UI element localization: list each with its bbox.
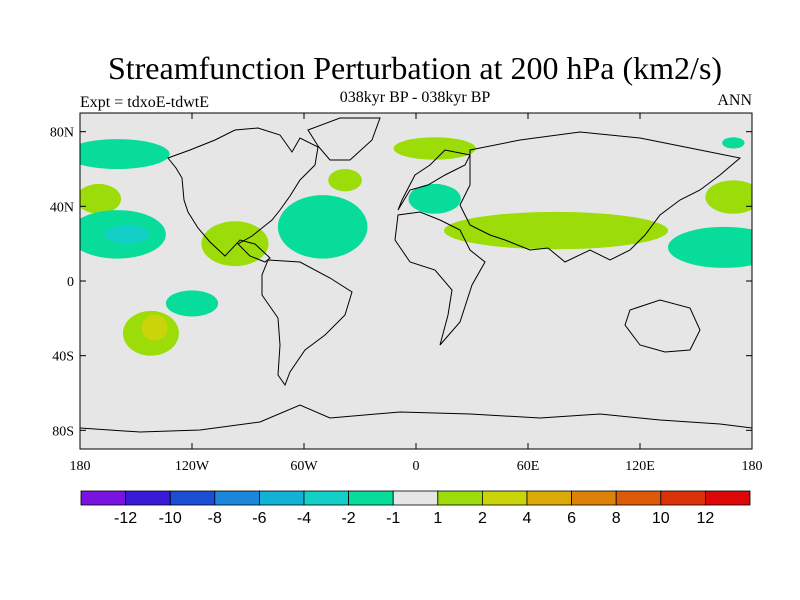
lon-tick-label: 0	[413, 459, 420, 474]
anomaly-east-asia-arctic	[722, 137, 745, 149]
colorbar-label: 4	[523, 510, 532, 527]
coast-australia	[624, 299, 701, 353]
colorbar-swatch	[481, 490, 528, 506]
colorbar-label: -6	[252, 510, 266, 527]
lon-tick-label: 120W	[175, 459, 210, 474]
colorbar-swatch	[571, 490, 617, 506]
colorbar-swatch	[80, 490, 126, 506]
anomaly-northwest-pacific	[705, 180, 752, 214]
anomaly-south-pacific-core	[141, 314, 168, 341]
colorbar-swatch	[303, 490, 349, 506]
colorbar-swatch	[169, 490, 216, 506]
season-label: ANN	[717, 92, 752, 109]
anomaly-asia-subtropical-jet	[444, 211, 668, 250]
colorbar-swatch	[258, 490, 305, 506]
lon-tick-label: 60W	[290, 459, 318, 474]
coast-south-america	[261, 259, 353, 387]
coast-asia	[459, 131, 742, 263]
anomaly-western-pacific	[668, 226, 752, 268]
colorbar-swatch	[348, 490, 394, 506]
anomaly-layer	[80, 137, 752, 356]
colorbar-swatch	[526, 490, 572, 506]
coast-north-america	[167, 127, 319, 263]
map-background	[80, 113, 752, 449]
latitude-axis: 80N 40N 0 40S 80S	[50, 126, 752, 439]
colorbar-swatch	[392, 490, 439, 506]
colorbar-swatch	[660, 490, 706, 506]
colorbar-label: -2	[341, 510, 355, 527]
colorbar-label: -10	[159, 510, 182, 527]
anomaly-mediterranean	[408, 183, 461, 214]
colorbar-label: 6	[567, 510, 576, 527]
colorbar-label: 12	[697, 510, 715, 527]
map-title: Streamfunction Perturbation at 200 hPa (…	[107, 50, 723, 86]
colorbar-label: 10	[652, 510, 670, 527]
lat-tick-label: 80S	[52, 424, 74, 439]
colorbar-label: -4	[297, 510, 311, 527]
colorbar-swatch	[214, 490, 260, 506]
anomaly-south-pacific-east	[165, 290, 219, 317]
anomaly-north-atlantic	[328, 169, 362, 192]
colorbar-label: 1	[433, 510, 442, 527]
colorbar-swatch	[125, 490, 171, 506]
coastline-layer	[80, 117, 752, 433]
anomaly-subtropical-north-pacific-core	[104, 225, 150, 244]
colorbar: -12 -10 -8 -6 -4 -2 -1 1 2 4 6 8 10 12	[80, 490, 751, 527]
experiment-label: Expt = tdxoE-tdwtE	[80, 94, 210, 111]
anomaly-central-america	[201, 221, 269, 267]
lat-tick-label: 40S	[52, 350, 74, 365]
colorbar-swatch	[615, 490, 662, 506]
lon-tick-label: 180	[742, 459, 763, 474]
anomaly-greenland-sea	[393, 137, 476, 160]
lat-tick-label: 0	[67, 275, 74, 290]
lon-tick-label: 120E	[625, 459, 655, 474]
coast-greenland	[307, 117, 381, 161]
coast-antarctica	[80, 404, 752, 433]
colorbar-label: -1	[386, 510, 400, 527]
lon-tick-label: 60E	[517, 459, 540, 474]
colorbar-swatch	[437, 490, 483, 506]
lat-tick-label: 40N	[50, 200, 74, 215]
colorbar-swatch	[705, 490, 751, 506]
anomaly-western-atlantic	[277, 195, 368, 259]
colorbar-label: -8	[208, 510, 222, 527]
lat-tick-label: 80N	[50, 126, 74, 141]
longitude-axis: 180 120W 60W 0 60E 120E 180	[70, 113, 763, 474]
anomaly-high-arctic-pacific	[80, 139, 170, 169]
anomaly-north-pacific-east	[80, 183, 122, 214]
period-label: 038kyr BP - 038kyr BP	[339, 89, 491, 106]
colorbar-label: 2	[478, 510, 487, 527]
lon-tick-label: 180	[70, 459, 91, 474]
colorbar-label: 8	[612, 510, 621, 527]
colorbar-label: -12	[114, 510, 137, 527]
